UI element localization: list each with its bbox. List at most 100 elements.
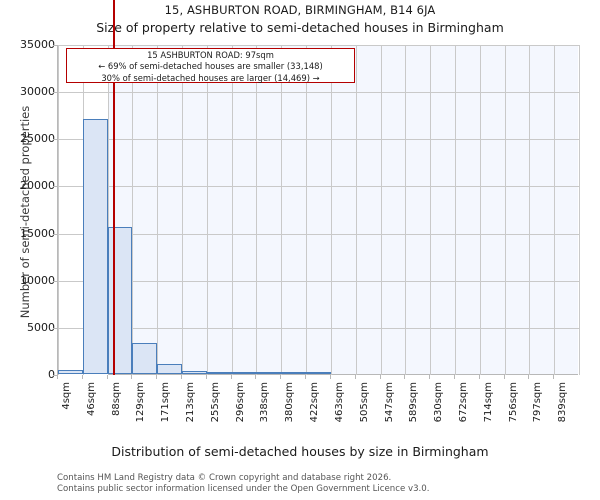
x-axis-tick-label: 630sqm (433, 382, 445, 423)
gridline-horizontal (58, 233, 579, 235)
plot-area (57, 0, 580, 375)
y-axis-tick-label: 10000 (20, 273, 55, 287)
gridline-vertical (306, 45, 307, 375)
x-axis-tick-mark (355, 375, 356, 379)
bar (108, 226, 132, 374)
gridline-vertical (405, 45, 406, 375)
x-axis-tick-mark (255, 375, 256, 379)
gridline-vertical (182, 45, 183, 375)
annotation-line-1: 15 ASHBURTON ROAD: 97sqm (147, 50, 274, 60)
x-axis-tick-mark (404, 375, 405, 379)
x-axis-tick-mark (206, 375, 207, 379)
x-axis-tick-label: 171sqm (160, 382, 172, 423)
y-axis-tick-label: 20000 (20, 179, 55, 193)
x-axis-tick-label: 714sqm (482, 382, 494, 423)
x-axis-tick-mark (82, 375, 83, 379)
gridline-horizontal (58, 327, 579, 329)
bar (306, 372, 331, 374)
x-axis-tick-label: 839sqm (557, 382, 569, 423)
y-axis-tick-mark (53, 280, 57, 282)
x-axis-tick-mark (479, 375, 480, 379)
y-axis-tick-label: 15000 (20, 226, 55, 240)
x-axis-tick-mark (280, 375, 281, 379)
x-axis-tick-label: 756sqm (507, 382, 519, 423)
x-axis-tick-label: 380sqm (284, 382, 296, 423)
gridline-vertical (232, 45, 233, 375)
gridline-horizontal (58, 139, 579, 141)
y-axis-tick-mark (53, 139, 57, 141)
x-axis-tick-label: 129sqm (135, 382, 147, 423)
chart-subtitle: Size of property relative to semi-detach… (96, 20, 504, 35)
gridline-horizontal (58, 92, 579, 94)
x-axis-tick-label: 46sqm (85, 382, 97, 417)
bar (83, 119, 108, 374)
x-axis-tick-label: 255sqm (209, 382, 221, 423)
x-axis-tick-mark (305, 375, 306, 379)
y-axis-tick-mark (53, 327, 57, 329)
x-axis-tick-mark (107, 375, 108, 379)
gridline-vertical (480, 45, 481, 375)
chart-title: 15, ASHBURTON ROAD, BIRMINGHAM, B14 6JA (164, 3, 436, 17)
gridline-vertical (554, 45, 555, 375)
bar (281, 372, 306, 374)
property-marker-line (113, 0, 115, 375)
gridline-horizontal (58, 280, 579, 282)
gridline-vertical (505, 45, 506, 375)
bar (207, 372, 232, 374)
x-axis-tick-mark (504, 375, 505, 379)
bar (182, 370, 207, 374)
x-axis-tick-mark (231, 375, 232, 379)
annotation-line-2: ← 69% of semi-detached houses are smalle… (98, 61, 323, 72)
footer-line-2: Contains public sector information licen… (57, 483, 430, 494)
gridline-vertical (207, 45, 208, 375)
gridline-horizontal (58, 186, 579, 188)
y-axis-tick-mark (53, 233, 57, 235)
x-axis-tick-mark (528, 375, 529, 379)
x-axis-tick-label: 505sqm (358, 382, 370, 423)
bar (256, 372, 281, 374)
x-axis-tick-label: 547sqm (383, 382, 395, 423)
annotation-line-3: 30% of semi-detached houses are larger (… (101, 72, 320, 83)
x-axis-tick-mark (553, 375, 554, 379)
gridline-vertical (381, 45, 382, 375)
x-axis-tick-label: 338sqm (259, 382, 271, 423)
x-axis-tick-label: 88sqm (110, 382, 122, 417)
gridline-vertical (455, 45, 456, 375)
x-axis-tick-mark (330, 375, 331, 379)
bar (232, 372, 256, 374)
x-axis-label: Distribution of semi-detached houses by … (111, 444, 489, 459)
y-axis-tick-label: 0 (48, 368, 55, 381)
gridline-vertical (356, 45, 357, 375)
x-axis-tick-label: 589sqm (408, 382, 420, 423)
gridline-vertical (256, 45, 257, 375)
bar (157, 364, 182, 374)
annotation-box: 15 ASHBURTON ROAD: 97sqm ← 69% of semi-d… (66, 48, 355, 83)
x-axis-tick-mark (454, 375, 455, 379)
y-axis-tick-label: 5000 (27, 320, 55, 334)
gridline-vertical (579, 45, 580, 375)
x-axis-tick-mark (429, 375, 430, 379)
x-axis-tick-label: 797sqm (532, 382, 544, 423)
x-axis-tick-label: 463sqm (333, 382, 345, 423)
x-axis-tick-label: 213sqm (185, 382, 197, 423)
x-axis-tick-mark (57, 375, 58, 379)
footer-attribution: Contains HM Land Registry data © Crown c… (57, 473, 429, 494)
y-axis-tick-mark (53, 92, 57, 94)
footer-line-1: Contains HM Land Registry data © Crown c… (57, 473, 392, 483)
gridline-vertical (132, 45, 133, 375)
y-axis-tick-label: 35000 (20, 38, 55, 51)
x-axis-tick-label: 4sqm (61, 382, 72, 410)
x-axis-tick-label: 422sqm (309, 382, 321, 423)
x-axis-tick-label: 672sqm (457, 382, 469, 423)
gridline-vertical (281, 45, 282, 375)
x-axis-tick-mark (131, 375, 132, 379)
gridline-vertical (430, 45, 431, 375)
gridline-vertical (331, 45, 332, 375)
x-axis-tick-mark (380, 375, 381, 379)
bar (58, 370, 83, 374)
y-axis-tick-mark (53, 375, 57, 376)
y-axis-tick-label: 30000 (20, 85, 55, 99)
x-axis-tick-label: 296sqm (234, 382, 246, 423)
x-axis-tick-mark (181, 375, 182, 379)
